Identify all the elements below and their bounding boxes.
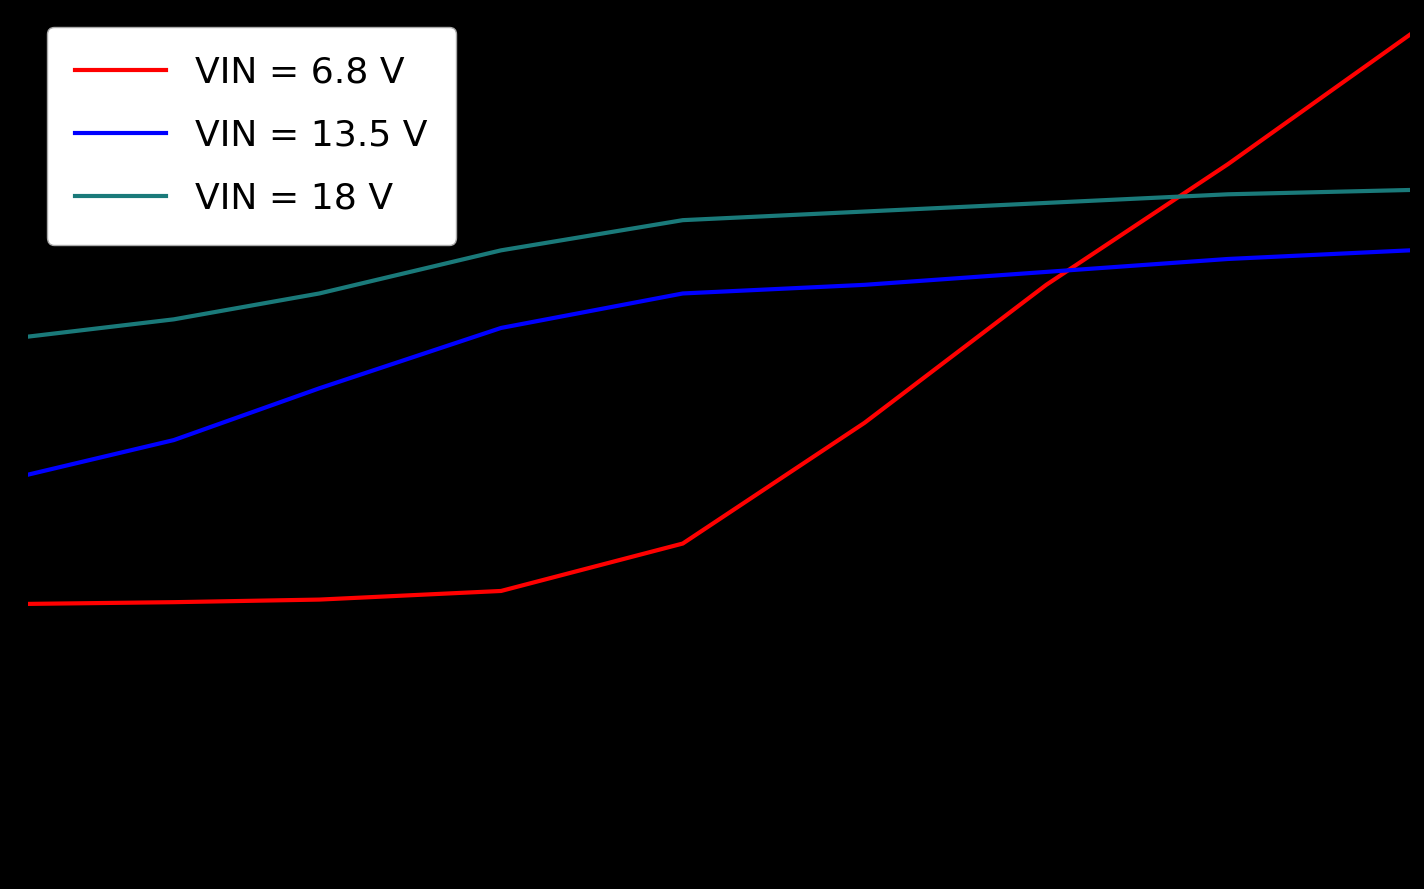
VIN = 18 V [1401,185,1418,196]
VIN = 6.8 V [674,538,691,549]
VIN = 18 V [1219,189,1236,200]
VIN = 13.5 V [1038,267,1055,277]
VIN = 18 V [310,288,328,299]
Line: VIN = 13.5 V: VIN = 13.5 V [28,251,1410,475]
VIN = 18 V [1038,197,1055,208]
VIN = 18 V [165,314,182,324]
VIN = 13.5 V [310,383,328,394]
VIN = 13.5 V [856,279,873,290]
VIN = 6.8 V [20,598,37,609]
VIN = 13.5 V [1219,253,1236,264]
VIN = 18 V [674,215,691,226]
Legend: VIN = 6.8 V, VIN = 13.5 V, VIN = 18 V: VIN = 6.8 V, VIN = 13.5 V, VIN = 18 V [47,27,456,244]
VIN = 6.8 V [310,594,328,605]
VIN = 18 V [493,245,510,256]
VIN = 6.8 V [165,597,182,607]
VIN = 13.5 V [20,469,37,480]
VIN = 18 V [856,206,873,217]
VIN = 6.8 V [1038,279,1055,290]
VIN = 13.5 V [493,323,510,333]
VIN = 13.5 V [1401,245,1418,256]
VIN = 13.5 V [674,288,691,299]
VIN = 6.8 V [1219,159,1236,170]
VIN = 13.5 V [165,435,182,445]
VIN = 6.8 V [493,586,510,597]
VIN = 6.8 V [1401,29,1418,40]
Line: VIN = 18 V: VIN = 18 V [28,190,1410,337]
VIN = 6.8 V [856,418,873,428]
VIN = 18 V [20,332,37,342]
Line: VIN = 6.8 V: VIN = 6.8 V [28,35,1410,604]
